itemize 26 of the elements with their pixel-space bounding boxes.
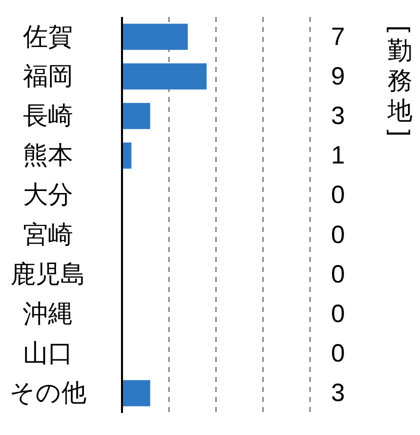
y-tick-label: 宮崎: [23, 220, 73, 249]
y-tick-label: 長崎: [23, 102, 73, 130]
data-label: 0: [331, 300, 345, 328]
y-tick-label: その他: [10, 379, 86, 408]
bar: [122, 63, 207, 90]
y-tick-label: 沖縄: [23, 300, 73, 328]
y-tick-label: 鹿児島: [10, 260, 86, 288]
bar: [122, 142, 132, 169]
y2-axis-title: [勤務地]: [386, 26, 414, 136]
y-tick-label: 佐賀: [23, 22, 73, 51]
y-tick-label: 熊本: [23, 142, 73, 170]
data-label: 3: [331, 102, 345, 130]
data-label: 3: [331, 379, 345, 408]
bar: [122, 24, 188, 50]
data-label: 0: [331, 220, 345, 249]
data-label: 0: [331, 340, 345, 368]
data-label: 0: [331, 181, 345, 210]
y-tick-label: 福岡: [23, 62, 73, 90]
data-label: 0: [331, 260, 345, 288]
data-label: 1: [331, 142, 345, 170]
data-label: 9: [331, 62, 345, 90]
y-tick-label: 山口: [23, 340, 73, 368]
bar: [122, 102, 150, 130]
bar: [122, 380, 150, 406]
data-label: 7: [331, 22, 345, 51]
y-tick-label: 大分: [23, 181, 73, 210]
